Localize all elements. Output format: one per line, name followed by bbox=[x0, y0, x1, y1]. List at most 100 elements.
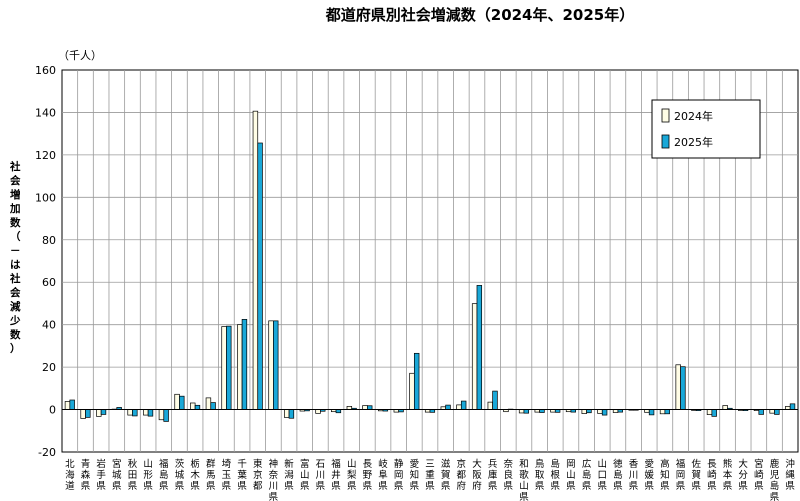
bar-2025 bbox=[69, 399, 75, 410]
x-tick-label: 石川県 bbox=[316, 459, 326, 492]
y-tick-label: 0 bbox=[49, 404, 56, 417]
x-tick-label: 富山県 bbox=[300, 458, 310, 492]
chart-title: 都道府県別社会増減数（2024年、2025年） bbox=[325, 6, 635, 24]
bar-2025 bbox=[226, 325, 232, 410]
bar-2024 bbox=[190, 402, 196, 410]
bar-2025 bbox=[100, 409, 107, 415]
bar-2024 bbox=[284, 409, 290, 418]
x-tick-label: 徳島県 bbox=[613, 458, 623, 492]
x-tick-label: 山梨県 bbox=[347, 459, 357, 492]
x-tick-label: 福島県 bbox=[159, 458, 169, 492]
x-tick-label: 佐賀県 bbox=[691, 458, 701, 492]
x-tick-label: 埼玉県 bbox=[222, 458, 232, 492]
bar-2025 bbox=[257, 142, 263, 410]
x-tick-label: 滋賀県 bbox=[441, 458, 451, 492]
bar-2025 bbox=[367, 405, 373, 410]
y-tick-label: 60 bbox=[42, 276, 56, 289]
bar-2024 bbox=[268, 320, 274, 410]
bar-2025 bbox=[476, 285, 483, 410]
bar-2024 bbox=[205, 397, 212, 410]
x-tick-label: 宮城県 bbox=[112, 458, 122, 492]
bar-2024 bbox=[487, 401, 493, 410]
x-tick-label: 沖縄県 bbox=[785, 458, 795, 492]
bar-2025 bbox=[163, 409, 169, 422]
bar-2024 bbox=[362, 405, 368, 410]
bar-2025 bbox=[132, 409, 138, 417]
bar-2024 bbox=[80, 409, 86, 419]
y-tick-label: 140 bbox=[35, 106, 56, 119]
bar-2025 bbox=[273, 320, 279, 410]
bar-2025 bbox=[680, 366, 686, 410]
bar-2024 bbox=[143, 409, 149, 416]
bar-2025 bbox=[460, 400, 467, 410]
y-tick-label: 20 bbox=[42, 361, 56, 374]
bar-2024 bbox=[174, 393, 180, 410]
bar-2024 bbox=[409, 372, 415, 410]
x-tick-label: 北海道 bbox=[65, 459, 75, 492]
bar-2025 bbox=[774, 409, 780, 415]
x-tick-label: 群馬県 bbox=[206, 458, 216, 492]
x-tick-label: 岐阜県 bbox=[378, 458, 388, 492]
x-tick-label: 神奈川県 bbox=[269, 458, 279, 501]
bar-2025 bbox=[789, 403, 796, 410]
bar-2025 bbox=[241, 319, 248, 410]
x-tick-label: 宮崎県 bbox=[754, 458, 764, 492]
bar-2025 bbox=[194, 404, 201, 410]
bar-2024 bbox=[675, 364, 681, 410]
y-tick-label: 160 bbox=[35, 64, 56, 77]
bar-2024 bbox=[127, 409, 133, 416]
x-tick-label: 愛媛県 bbox=[644, 458, 654, 492]
x-tick-label: 新潟県 bbox=[284, 458, 294, 492]
x-tick-label: 兵庫県 bbox=[488, 458, 498, 492]
x-tick-label: 山形県 bbox=[143, 459, 153, 492]
bar-2024 bbox=[252, 110, 259, 410]
legend-swatch-2025 bbox=[661, 134, 670, 149]
x-tick-label: 千葉県 bbox=[237, 459, 247, 492]
bars bbox=[64, 110, 796, 422]
bar-2025 bbox=[711, 409, 717, 417]
bar-2024 bbox=[581, 409, 587, 414]
x-tick-label: 東京都 bbox=[253, 458, 263, 492]
bar-2025 bbox=[288, 409, 295, 419]
bar-2024 bbox=[221, 326, 227, 410]
bar-2025 bbox=[648, 409, 655, 416]
x-tick-label: 秋田県 bbox=[128, 458, 138, 492]
x-tick-label: 大阪府 bbox=[472, 458, 482, 492]
bar-2024 bbox=[64, 401, 71, 410]
x-tick-label: 奈良県 bbox=[504, 458, 514, 492]
legend-label-2025: 2025年 bbox=[674, 135, 713, 149]
x-tick-label: 鳥取県 bbox=[535, 458, 545, 492]
y-axis-label: 社会増加数（－は社会減少数） bbox=[9, 160, 21, 355]
bar-2024 bbox=[769, 409, 775, 414]
x-tick-label: 山口県 bbox=[598, 459, 608, 492]
x-tick-label: 京都府 bbox=[457, 458, 467, 492]
x-tick-label: 和歌山県 bbox=[519, 459, 529, 501]
unit-label: （千人） bbox=[58, 49, 102, 62]
x-tick-label: 香川県 bbox=[629, 459, 639, 492]
bar-2025 bbox=[664, 409, 670, 415]
x-tick-label: 鹿児島県 bbox=[770, 458, 780, 501]
bar-2024 bbox=[722, 405, 728, 410]
bar-2024 bbox=[96, 409, 102, 417]
x-tick-label: 熊本県 bbox=[723, 458, 733, 492]
x-tick-label: 福岡県 bbox=[676, 458, 686, 492]
legend-label-2024: 2024年 bbox=[674, 109, 713, 123]
bar-2025 bbox=[85, 409, 91, 418]
bar-2025 bbox=[210, 402, 216, 410]
x-tick-labels: 北海道青森県岩手県宮城県秋田県山形県福島県茨城県栃木県群馬県埼玉県千葉県東京都神… bbox=[65, 458, 795, 501]
bar-2024 bbox=[237, 324, 243, 410]
bar-2024 bbox=[158, 409, 165, 421]
x-tick-label: 三重県 bbox=[425, 459, 435, 492]
bar-2024 bbox=[659, 409, 666, 415]
bar-2024 bbox=[456, 404, 462, 410]
x-tick-label: 福井県 bbox=[331, 458, 341, 492]
x-tick-label: 岡山県 bbox=[566, 459, 576, 492]
y-ticks: -20 0 20 40 60 80 100 120 140 160 bbox=[35, 64, 56, 459]
bar-2025 bbox=[601, 409, 608, 416]
x-tick-label: 長野県 bbox=[363, 459, 373, 492]
x-tick-label: 広島県 bbox=[582, 458, 592, 492]
bar-2024 bbox=[471, 303, 478, 410]
x-tick-label: 青森県 bbox=[81, 458, 91, 492]
legend: 2024年 2025年 bbox=[651, 99, 761, 159]
bar-2025 bbox=[147, 409, 154, 417]
